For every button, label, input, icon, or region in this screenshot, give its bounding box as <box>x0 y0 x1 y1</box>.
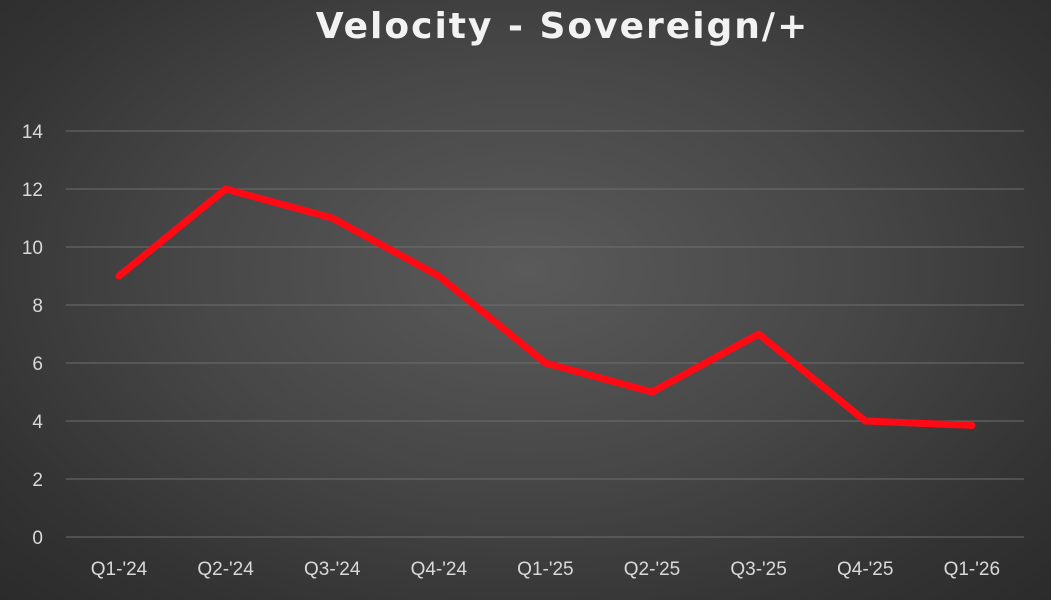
y-tick-label: 0 <box>32 528 43 549</box>
data-point <box>648 388 656 396</box>
x-tick-label: Q2-'24 <box>197 559 254 580</box>
x-tick-label: Q3-'24 <box>304 559 361 580</box>
x-tick-label: Q1-'24 <box>91 559 148 580</box>
y-tick-label: 6 <box>32 354 43 375</box>
x-tick-label: Q2-'25 <box>624 559 680 580</box>
y-axis-ticks: 0 2 4 6 8 10 12 14 <box>22 122 44 549</box>
y-tick-label: 12 <box>22 180 43 201</box>
chart-title: Velocity - Sovereign/+ <box>315 6 810 47</box>
data-point <box>861 417 869 425</box>
x-tick-label: Q1-'25 <box>517 559 573 580</box>
y-tick-label: 10 <box>22 238 43 259</box>
data-point <box>115 272 123 280</box>
x-tick-label: Q4-'25 <box>837 559 893 580</box>
y-tick-label: 8 <box>32 296 43 317</box>
x-tick-label: Q4-'24 <box>411 559 468 580</box>
x-axis-ticks: Q1-'24 Q2-'24 Q3-'24 Q4-'24 Q1-'25 Q2-'25 Q3-'… <box>91 559 1000 580</box>
x-tick-label: Q1-'26 <box>944 559 1000 580</box>
gridlines <box>66 130 1024 538</box>
y-tick-label: 4 <box>32 412 43 433</box>
data-point <box>435 272 443 280</box>
data-point <box>968 421 976 429</box>
data-point <box>541 359 549 367</box>
x-tick-label: Q3-'25 <box>730 559 786 580</box>
series-layer <box>115 185 976 429</box>
y-tick-label: 2 <box>32 470 43 491</box>
data-point <box>222 185 230 193</box>
data-point <box>755 330 763 338</box>
y-tick-label: 14 <box>22 122 44 143</box>
data-point <box>328 214 336 222</box>
series-line <box>115 185 976 429</box>
